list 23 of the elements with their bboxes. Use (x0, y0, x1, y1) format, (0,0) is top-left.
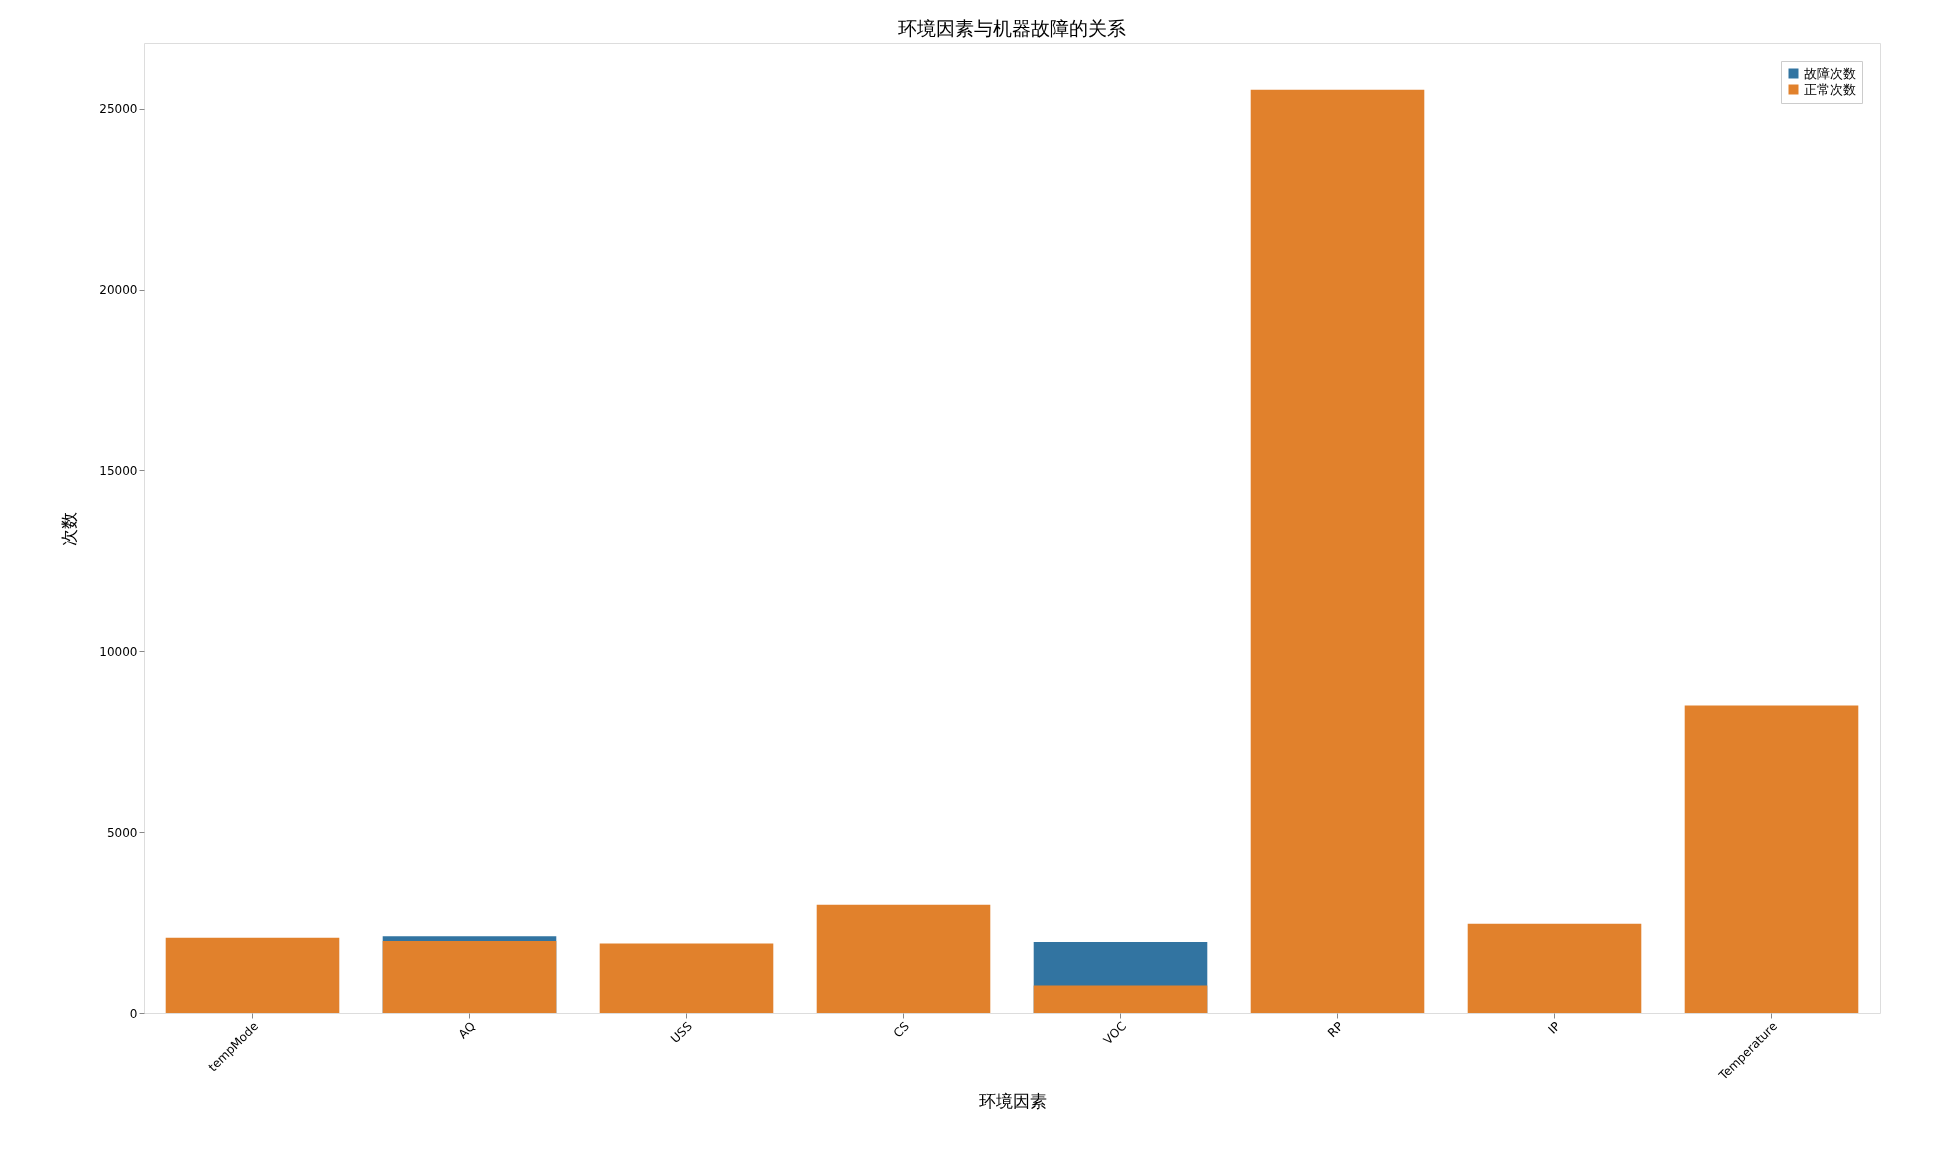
y-tick-label: 20000 (99, 283, 138, 298)
bar (816, 904, 991, 1013)
x-tick-label: RP (1325, 1019, 1346, 1040)
x-tick-label: CS (890, 1019, 912, 1041)
y-tick-label: 0 (129, 1006, 138, 1021)
bar (1684, 705, 1859, 1013)
bar (165, 937, 340, 1013)
y-tick-label: 10000 (99, 644, 138, 659)
y-tick-label: 25000 (99, 102, 138, 117)
x-tick-label: USS (668, 1019, 695, 1046)
bar (1033, 985, 1208, 1013)
legend-label: 故障次数 (1804, 65, 1856, 81)
bar (1250, 89, 1425, 1013)
chart-title: 环境因素与机器故障的关系 (898, 17, 1126, 39)
y-tick-label: 5000 (106, 825, 138, 840)
x-tick-label: AQ (455, 1019, 478, 1042)
x-tick-label: IP (1545, 1019, 1563, 1037)
x-axis-title: 环境因素 (978, 1091, 1047, 1112)
bar (599, 943, 774, 1013)
legend-label: 正常次数 (1804, 81, 1856, 97)
y-tick-label: 15000 (99, 463, 138, 478)
bar (1467, 923, 1642, 1013)
y-axis-title: 次数 (59, 511, 80, 546)
